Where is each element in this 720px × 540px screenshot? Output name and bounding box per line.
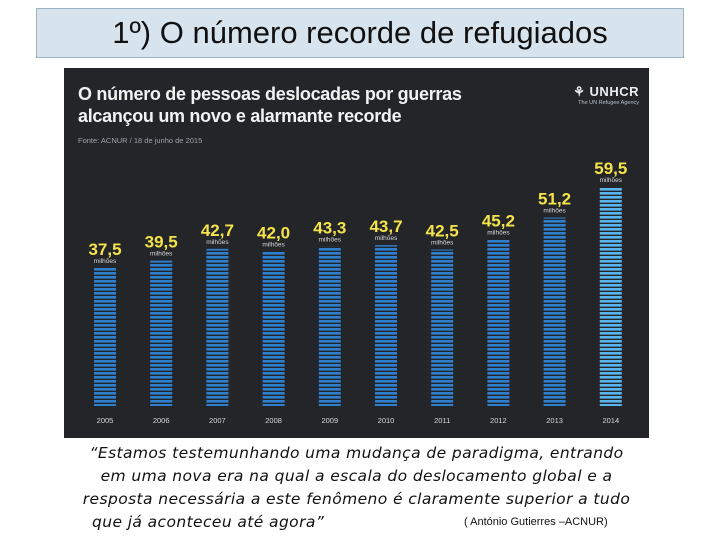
value-label-2012: 45,2 <box>482 212 515 231</box>
quote-line-2: em uma nova era na qual a escala do desl… <box>100 467 613 485</box>
unit-label-2005: milhões <box>94 258 117 265</box>
unit-label-2007: milhões <box>206 239 229 246</box>
bar-2011 <box>431 249 454 406</box>
unit-label-2009: milhões <box>319 237 342 244</box>
value-label-2013: 51,2 <box>538 190 571 209</box>
value-label-2011: 42,5 <box>426 222 459 241</box>
value-label-2007: 42,7 <box>201 221 234 240</box>
unit-label-2010: milhões <box>375 235 398 242</box>
quote-block: “Estamos testemunhando uma mudança de pa… <box>64 438 649 536</box>
quote-line-3: resposta necessária a este fenômeno é cl… <box>82 490 631 508</box>
unit-label-2013: milhões <box>543 208 566 215</box>
x-tick-2014: 2014 <box>602 416 619 425</box>
unit-label-2012: milhões <box>487 230 510 237</box>
quote-author: ( António Gutierres –ACNUR) <box>464 516 608 528</box>
x-tick-2006: 2006 <box>153 416 170 425</box>
bar-2005 <box>94 267 116 406</box>
unhcr-logo-text: UNHCR <box>589 84 639 99</box>
bar-2012 <box>487 239 510 406</box>
unit-label-2008: milhões <box>262 241 285 248</box>
x-tick-2005: 2005 <box>97 416 114 425</box>
value-label-2006: 39,5 <box>145 233 178 252</box>
x-tick-2007: 2007 <box>209 416 226 425</box>
x-tick-2008: 2008 <box>265 416 282 425</box>
unhcr-logo-subtitle: The UN Refugee Agency <box>578 100 639 106</box>
quote-line-1: “Estamos testemunhando uma mudança de pa… <box>89 444 624 462</box>
unit-label-2014: milhões <box>600 177 623 184</box>
slide-title: 1º) O número recorde de refugiados <box>36 8 684 58</box>
value-label-2009: 43,3 <box>313 219 346 238</box>
chart-title-line2: alcançou um novo e alarmante recorde <box>78 106 402 126</box>
value-label-2005: 37,5 <box>88 240 121 259</box>
bar-2010 <box>375 245 397 406</box>
bar-2007 <box>206 248 229 406</box>
bar-2014 <box>599 187 622 406</box>
bar-2013 <box>543 217 566 406</box>
x-tick-2013: 2013 <box>546 416 563 425</box>
value-label-2008: 42,0 <box>257 223 290 242</box>
bar-2009 <box>318 246 341 406</box>
bar-2006 <box>150 260 173 406</box>
unit-label-2011: milhões <box>431 240 454 247</box>
quote-line-4: que já aconteceu até agora” <box>92 513 325 531</box>
bar-chart: 37,5milhões200539,5milhões200642,7milhõe… <box>88 159 627 425</box>
unit-label-2006: milhões <box>150 251 173 258</box>
value-label-2010: 43,7 <box>369 217 402 236</box>
chart-panel: O número de pessoas deslocadas por guerr… <box>64 68 649 438</box>
value-label-2014: 59,5 <box>594 159 627 178</box>
x-tick-2011: 2011 <box>434 416 450 425</box>
unhcr-emblem-icon: ⚘ <box>573 84 590 99</box>
bar-2008 <box>262 251 285 406</box>
x-tick-2012: 2012 <box>490 416 507 425</box>
chart-title-line1: O número de pessoas deslocadas por guerr… <box>78 84 462 104</box>
unhcr-logo: ⚘ UNHCR The UN Refugee Agency <box>573 84 639 106</box>
chart-source: Fonte: ACNUR / 18 de junho de 2015 <box>78 136 203 145</box>
x-tick-2010: 2010 <box>378 416 395 425</box>
x-tick-2009: 2009 <box>321 416 338 425</box>
